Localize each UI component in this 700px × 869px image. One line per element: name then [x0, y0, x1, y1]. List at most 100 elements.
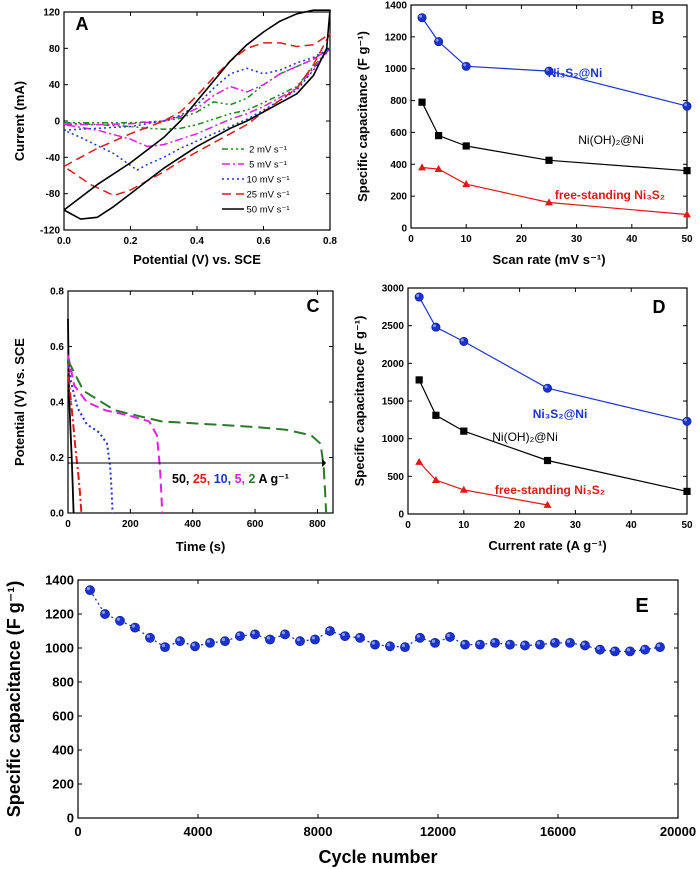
data-point — [415, 632, 425, 643]
x-tick-label: 0.2 — [124, 236, 138, 247]
rate-value: 5, — [235, 472, 249, 486]
x-axis-label: Potential (V) vs. SCE — [133, 252, 261, 267]
data-point — [250, 629, 260, 640]
series-label-nioh2-ni: Ni(OH)₂@Ni — [492, 430, 558, 444]
y-tick-label: -120 — [40, 226, 60, 237]
data-point-highlight — [431, 639, 436, 643]
x-tick-label: 16000 — [540, 824, 576, 839]
data-point — [460, 427, 468, 435]
data-point — [462, 180, 471, 188]
data-point-highlight — [86, 586, 90, 591]
discharge-curve-4 — [67, 359, 328, 514]
data-point — [431, 322, 441, 332]
x-tick-label: 40 — [626, 234, 638, 245]
data-point-highlight — [326, 627, 331, 631]
data-point-highlight — [460, 338, 464, 342]
y-tick-label: 600 — [390, 128, 407, 139]
data-point — [205, 638, 215, 648]
data-point — [160, 642, 170, 653]
data-point-highlight — [341, 632, 346, 637]
data-point — [545, 156, 553, 164]
y-axis-label: Specific capacitance (F g⁻¹) — [355, 31, 370, 202]
data-point-highlight — [146, 634, 150, 638]
data-point-highlight — [296, 637, 301, 642]
panel-e-cycling-stability: 0 4000 8000 12000 16000 20000 0 200 400 600 800 100… — [4, 573, 696, 867]
y-tick-label: 1400 — [45, 573, 74, 588]
legend-entry: 25 mV s⁻¹ — [246, 190, 289, 201]
y-tick-label: 600 — [52, 709, 74, 724]
legend-entry: 2 mV s⁻¹ — [249, 145, 287, 156]
y-tick-label: 1400 — [385, 1, 408, 12]
data-point — [682, 101, 692, 111]
legend-entry: 50 mV s⁻¹ — [246, 205, 289, 216]
y-axis-label: Specific capacitance (F g⁻¹) — [4, 581, 24, 818]
x-tick-label: 50 — [681, 520, 693, 531]
data-point — [461, 61, 471, 71]
x-tick-label: 12000 — [420, 824, 456, 839]
x-tick-label: 20000 — [660, 824, 696, 839]
data-point-highlight — [416, 294, 420, 298]
series-label-free-standing: free-standing Ni₃S₂ — [555, 188, 665, 202]
rate-value: 2 — [248, 472, 258, 486]
y-axis-label: Current (mA) — [12, 81, 27, 161]
series-line-0 — [89, 589, 661, 653]
y-tick-label: 0 — [54, 117, 60, 128]
data-point — [417, 13, 427, 23]
data-point-highlight — [161, 643, 165, 648]
data-point-highlight — [101, 610, 105, 614]
y-tick-label: 80 — [49, 44, 61, 55]
data-point-highlight — [611, 648, 615, 652]
y-tick-label: 1200 — [385, 32, 408, 43]
y-tick-label: 0.4 — [50, 398, 64, 409]
data-point — [430, 638, 440, 648]
data-point — [460, 639, 470, 650]
data-point-highlight — [432, 324, 436, 328]
data-point — [459, 336, 469, 346]
data-point-highlight — [546, 68, 550, 72]
y-tick-label: 400 — [52, 743, 74, 758]
y-tick-label: 500 — [387, 472, 404, 483]
x-tick-label: 0 — [408, 234, 414, 245]
data-point — [355, 632, 365, 643]
x-tick-label: 50 — [681, 234, 693, 245]
x-tick-label: 400 — [184, 519, 201, 530]
x-tick-label: 10 — [461, 234, 473, 245]
data-point — [310, 634, 320, 645]
y-tick-label: 3000 — [382, 284, 405, 295]
x-tick-label: 30 — [570, 520, 582, 531]
data-point — [655, 642, 665, 653]
series-line-2 — [418, 461, 548, 506]
data-point — [459, 485, 468, 493]
data-point-highlight — [551, 639, 555, 643]
y-tick-label: 200 — [52, 777, 74, 792]
data-point — [370, 639, 380, 650]
data-point-highlight — [491, 639, 496, 643]
x-tick-label: 0 — [74, 824, 81, 839]
y-tick-label: 800 — [390, 96, 407, 107]
x-tick-label: 0.4 — [190, 236, 204, 247]
data-point — [220, 636, 230, 647]
data-point — [418, 163, 426, 171]
y-tick-label: 0 — [67, 811, 74, 826]
x-tick-label: 30 — [571, 234, 583, 245]
plot-frame — [63, 11, 331, 231]
y-tick-label: 0.6 — [50, 342, 64, 353]
x-tick-label: 8000 — [304, 824, 333, 839]
rate-value: 25, — [193, 472, 214, 486]
data-point-highlight — [626, 648, 630, 652]
data-point — [415, 376, 423, 384]
data-point-highlight — [419, 14, 423, 18]
series-label-free-standing: free-standing Ni₃S₂ — [495, 483, 605, 497]
y-tick-label: 0 — [401, 224, 407, 235]
rate-value: 50, — [172, 472, 193, 486]
data-point-highlight — [596, 646, 600, 650]
y-tick-label: 40 — [49, 80, 61, 91]
data-point-highlight — [463, 63, 467, 67]
plot-frame — [407, 287, 688, 515]
rates-label: 50, 25, 10, 5, 2 A g⁻¹ — [172, 472, 289, 486]
data-point — [325, 626, 335, 636]
data-point-highlight — [435, 38, 439, 42]
panel-d-capacitance-vs-current-rate: 0 10 20 30 40 50050010001500200025003000Curre… — [352, 284, 693, 554]
data-point-highlight — [356, 634, 361, 638]
